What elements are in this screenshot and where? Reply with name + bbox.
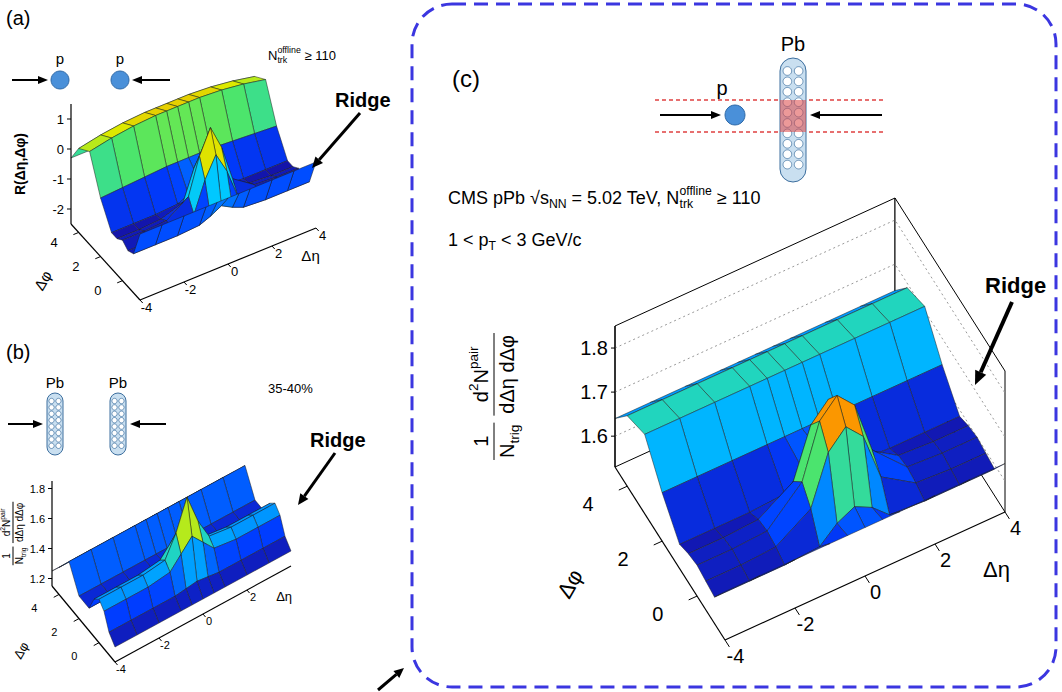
svg-text:≥ 110: ≥ 110 bbox=[301, 48, 336, 63]
svg-text:Δφ: Δφ bbox=[30, 267, 55, 293]
svg-text:-2: -2 bbox=[797, 613, 815, 635]
svg-text:2: 2 bbox=[617, 548, 628, 570]
svg-text:(c): (c) bbox=[452, 65, 480, 92]
svg-text:4: 4 bbox=[319, 228, 326, 243]
svg-text:35-40%: 35-40% bbox=[268, 381, 313, 396]
svg-text:4: 4 bbox=[31, 602, 37, 614]
svg-text:-2: -2 bbox=[52, 202, 64, 217]
svg-text:NN: NN bbox=[549, 197, 567, 211]
svg-text:Δη: Δη bbox=[983, 557, 1010, 582]
svg-text:1.8: 1.8 bbox=[30, 483, 45, 495]
svg-text:Δφ: Δφ bbox=[10, 639, 32, 661]
svg-text:1: 1 bbox=[470, 436, 492, 447]
svg-text:trig: trig bbox=[507, 425, 522, 444]
svg-text:Pb: Pb bbox=[781, 33, 805, 55]
svg-text:1.2: 1.2 bbox=[30, 573, 45, 585]
svg-text:4: 4 bbox=[50, 235, 57, 250]
svg-text:= 5.02 TeV, N: = 5.02 TeV, N bbox=[567, 188, 680, 208]
svg-text:CMS pPb √s: CMS pPb √s bbox=[448, 188, 549, 208]
svg-text:d: d bbox=[470, 391, 492, 402]
svg-text:offline: offline bbox=[277, 45, 300, 55]
svg-text:-2: -2 bbox=[160, 639, 170, 651]
svg-text:R(Δη,Δφ): R(Δη,Δφ) bbox=[12, 133, 28, 195]
svg-text:Δη: Δη bbox=[276, 589, 292, 604]
svg-text:trk: trk bbox=[277, 55, 287, 65]
svg-text:1: 1 bbox=[57, 112, 64, 127]
svg-text:p: p bbox=[716, 77, 727, 99]
svg-text:4: 4 bbox=[1010, 517, 1021, 539]
svg-text:1.7: 1.7 bbox=[580, 381, 608, 403]
svg-text:offline: offline bbox=[679, 184, 712, 198]
svg-text:-2: -2 bbox=[185, 282, 197, 297]
svg-text:0: 0 bbox=[94, 283, 101, 298]
svg-text:pair: pair bbox=[0, 508, 7, 520]
svg-text:0: 0 bbox=[652, 603, 663, 625]
svg-text:1 < p: 1 < p bbox=[448, 230, 489, 250]
svg-text:d: d bbox=[1, 530, 13, 537]
svg-text:N: N bbox=[470, 369, 492, 383]
svg-text:2: 2 bbox=[275, 246, 282, 261]
svg-text:2: 2 bbox=[940, 549, 951, 571]
svg-text:0: 0 bbox=[57, 142, 64, 157]
svg-text:dΔη dΔφ: dΔη dΔφ bbox=[14, 502, 25, 542]
svg-text:p: p bbox=[56, 50, 64, 67]
svg-text:1.6: 1.6 bbox=[580, 425, 608, 447]
svg-text:Δη: Δη bbox=[301, 247, 319, 264]
svg-text:trk: trk bbox=[679, 197, 693, 211]
svg-text:Δφ: Δφ bbox=[552, 565, 588, 603]
svg-text:Ridge: Ridge bbox=[335, 89, 391, 111]
svg-text:N: N bbox=[1, 520, 12, 527]
svg-text:2: 2 bbox=[466, 384, 481, 392]
svg-text:< 3 GeV/c: < 3 GeV/c bbox=[496, 230, 582, 250]
svg-text:1.4: 1.4 bbox=[30, 543, 45, 555]
svg-text:1.6: 1.6 bbox=[30, 513, 45, 525]
svg-text:-4: -4 bbox=[116, 663, 126, 675]
svg-text:(a): (a) bbox=[6, 7, 30, 29]
svg-text:2: 2 bbox=[72, 259, 79, 274]
svg-text:0: 0 bbox=[206, 615, 212, 627]
svg-text:Ridge: Ridge bbox=[985, 273, 1046, 298]
svg-text:p: p bbox=[116, 50, 124, 67]
svg-text:-4: -4 bbox=[727, 645, 745, 667]
svg-text:2: 2 bbox=[250, 591, 256, 603]
svg-text:Pb: Pb bbox=[109, 374, 127, 391]
svg-text:Pb: Pb bbox=[46, 374, 64, 391]
svg-text:2: 2 bbox=[51, 626, 57, 638]
svg-text:pair: pair bbox=[466, 346, 481, 369]
svg-text:N: N bbox=[14, 557, 25, 564]
svg-text:trig: trig bbox=[20, 547, 28, 557]
svg-text:T: T bbox=[488, 239, 496, 254]
svg-text:Ridge: Ridge bbox=[310, 429, 366, 451]
svg-text:0: 0 bbox=[231, 264, 238, 279]
svg-text:1.8: 1.8 bbox=[580, 337, 608, 359]
svg-text:0: 0 bbox=[71, 650, 77, 662]
svg-text:0: 0 bbox=[870, 581, 881, 603]
svg-text:≥ 110: ≥ 110 bbox=[712, 188, 761, 208]
svg-text:N: N bbox=[496, 444, 518, 458]
svg-text:(b): (b) bbox=[6, 341, 30, 363]
svg-text:1: 1 bbox=[1, 553, 12, 559]
svg-text:-1: -1 bbox=[52, 172, 64, 187]
svg-text:2: 2 bbox=[0, 527, 7, 531]
svg-text:-4: -4 bbox=[141, 300, 153, 315]
svg-text:N: N bbox=[268, 48, 277, 63]
svg-text:dΔη dΔφ: dΔη dΔφ bbox=[496, 335, 518, 414]
svg-text:4: 4 bbox=[582, 493, 593, 515]
